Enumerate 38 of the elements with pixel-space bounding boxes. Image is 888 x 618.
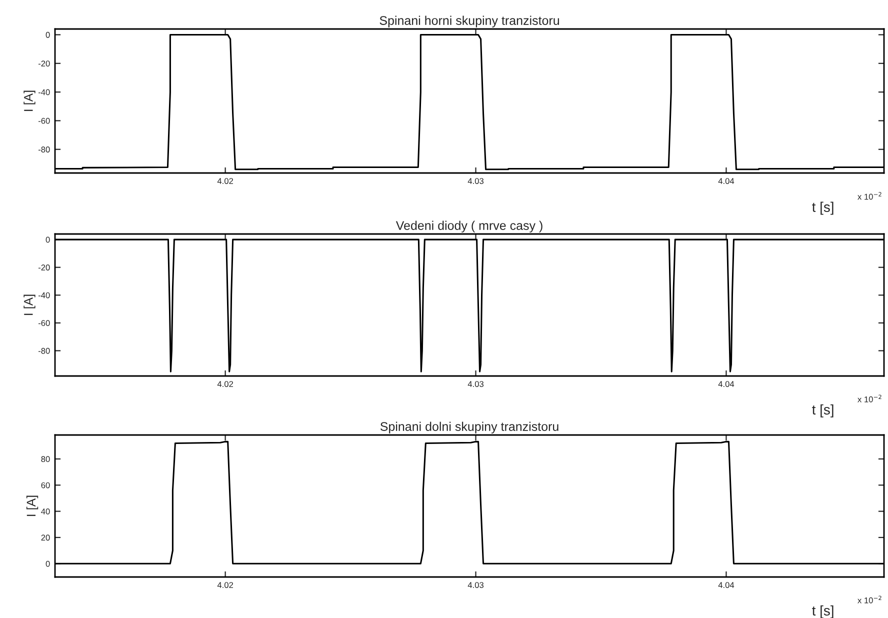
y-axis-title: I [A]: [24, 90, 36, 111]
x-tick-label: 4.02: [217, 582, 233, 588]
y-tick-label: -40: [38, 89, 50, 96]
y-tick-label: 0: [46, 560, 50, 567]
chart-title: Spinani horni skupiny tranzistoru: [380, 16, 559, 28]
y-tick-label: 80: [41, 456, 50, 462]
y-tick-label: -20: [38, 264, 50, 270]
y-tick-label: -60: [38, 118, 50, 124]
x-axis-title: t [s]: [812, 202, 834, 215]
x-tick-label: 4.03: [468, 381, 484, 387]
y-tick-label: 20: [41, 534, 50, 541]
text: x 10$^{−2}$: [858, 192, 882, 200]
x-tick-label: 4.03: [468, 178, 484, 184]
y-tick-label: -80: [38, 348, 50, 354]
chart-title: Vedeni diody ( mrve casy ): [396, 220, 542, 232]
line-series: [55, 238, 884, 372]
y-tick-label: 60: [41, 482, 50, 488]
x-tick-label: 4.04: [718, 178, 734, 184]
x-axis-title: t [s]: [812, 605, 834, 618]
y-tick-label: -80: [38, 146, 50, 152]
line-series: [55, 34, 884, 170]
y-tick-label: 0: [46, 32, 50, 38]
y-tick-label: 40: [41, 508, 50, 514]
x-tick-label: 4.02: [217, 381, 233, 387]
y-axis-title: I [A]: [24, 294, 36, 315]
text: x 10$^{−2}$: [858, 596, 882, 604]
x-tick-label: 4.04: [718, 381, 734, 387]
x-tick-label: 4.04: [718, 582, 734, 588]
chart-title: Spinani dolni skupiny tranzistoru: [380, 422, 558, 434]
x-tick-label: 4.02: [217, 178, 233, 184]
x-axis-title: t [s]: [812, 404, 834, 418]
y-tick-label: -40: [38, 292, 50, 298]
x-tick-label: 4.03: [468, 582, 484, 588]
y-tick-label: 0: [46, 236, 50, 243]
y-axis-title: I [A]: [26, 496, 38, 516]
y-tick-label: -20: [38, 60, 50, 66]
text: x 10$^{−2}$: [858, 394, 882, 402]
y-tick-label: -60: [38, 320, 50, 326]
